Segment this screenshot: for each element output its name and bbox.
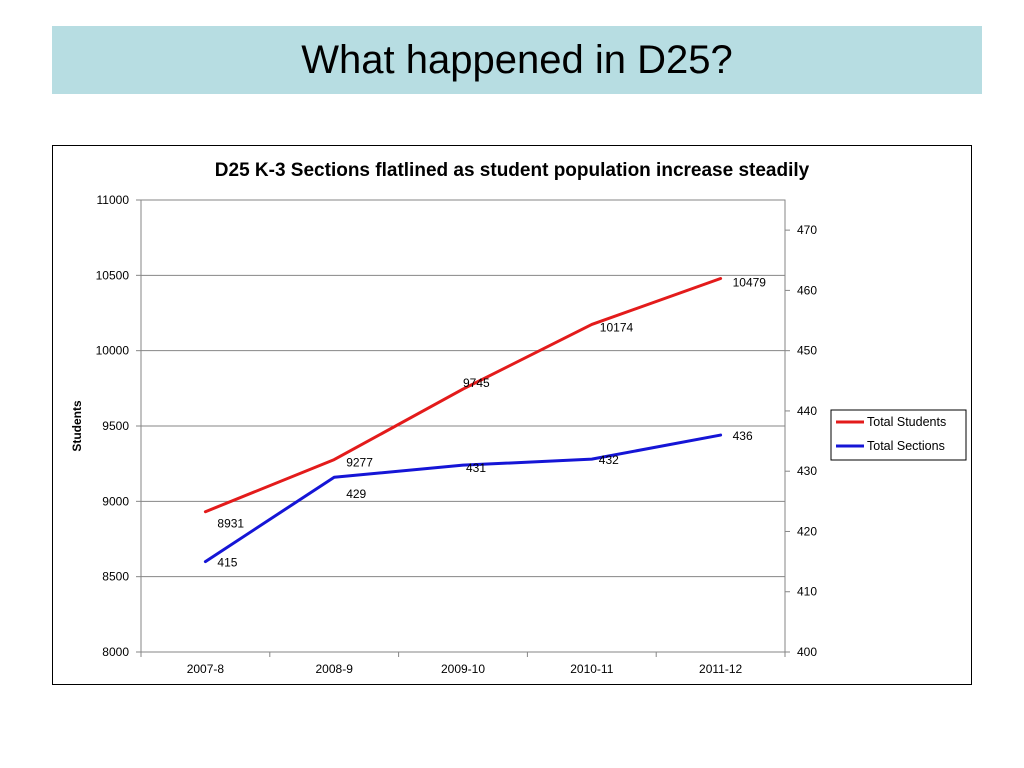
- data-label: 431: [466, 461, 486, 475]
- y2-tick-label: 450: [797, 344, 817, 358]
- axes: 8000 8500 9000 9500 10000 10500 11000 400 410 420…: [96, 193, 818, 676]
- chart-frame: [52, 145, 972, 685]
- series-line-0: [203, 276, 723, 514]
- y-tick-label: 10000: [96, 344, 130, 358]
- series-line-1: [203, 433, 723, 564]
- data-label: 10479: [733, 275, 767, 289]
- data-label: 415: [217, 556, 237, 570]
- y-tick-label: 8500: [102, 570, 129, 584]
- y-tick-label: 9500: [102, 419, 129, 433]
- legend-label: Total Students: [867, 415, 946, 429]
- y-tick-label: 9000: [102, 494, 129, 508]
- y2-tick-label: 470: [797, 223, 817, 237]
- data-label: 432: [599, 453, 619, 467]
- data-label: 9745: [463, 376, 490, 390]
- series-layer: 8931 9277 9745 10174 10479 415 429 431 432 436: [203, 275, 767, 570]
- x-tick-label: 2011-12: [699, 662, 742, 676]
- y2-tick-label: 400: [797, 645, 817, 659]
- y2-tick-label: 460: [797, 283, 817, 297]
- y2-tick-label: 410: [797, 585, 817, 599]
- x-tick-label: 2009-10: [441, 662, 485, 676]
- legend: Total Students Total Sections: [830, 409, 967, 461]
- y2-tick-label: 420: [797, 524, 817, 538]
- y2-tick-label: 440: [797, 404, 817, 418]
- legend-label: Total Sections: [867, 439, 945, 453]
- data-label: 429: [346, 487, 366, 501]
- data-label: 9277: [346, 456, 373, 470]
- y-tick-label: 11000: [97, 193, 130, 207]
- x-tick-label: 2010-11: [570, 662, 613, 676]
- y2-tick-label: 430: [797, 464, 817, 478]
- title-banner: What happened in D25?: [52, 26, 982, 94]
- slide-title: What happened in D25?: [301, 37, 733, 82]
- data-label: 8931: [217, 517, 244, 531]
- x-tick-label: 2008-9: [316, 662, 354, 676]
- data-label: 436: [733, 429, 753, 443]
- y-axis-label: Students: [70, 400, 84, 452]
- gridlines: [141, 274, 785, 578]
- y-tick-label: 10500: [96, 268, 130, 282]
- legend-box: [830, 409, 967, 461]
- chart-title: D25 K-3 Sections flatlined as student po…: [215, 160, 810, 181]
- x-tick-label: 2007-8: [187, 662, 225, 676]
- data-label: 10174: [600, 320, 634, 334]
- y-tick-label: 8000: [102, 645, 129, 659]
